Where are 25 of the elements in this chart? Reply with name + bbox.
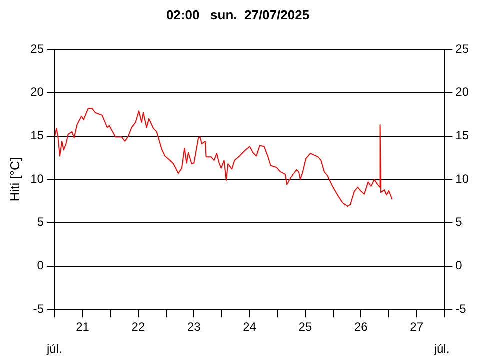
y2-tick-label: 5 xyxy=(456,215,463,230)
y-tick-label: -5 xyxy=(33,302,44,316)
y-tick-label: 25 xyxy=(30,42,44,56)
x-tick-label: 26 xyxy=(354,320,368,334)
y-tick-label: 10 xyxy=(30,172,44,186)
y-tick-label: 0 xyxy=(37,258,44,273)
x-tick-label: 23 xyxy=(187,320,202,334)
y-tick-label: 20 xyxy=(30,85,44,100)
x-tick-label: 21 xyxy=(76,320,90,334)
x-tick-label: 22 xyxy=(132,320,146,334)
y-axis-title: Hiti [°C] xyxy=(7,158,22,202)
y-tick-label: 15 xyxy=(30,128,44,143)
x-tick-label: 24 xyxy=(243,320,257,334)
y2-tick-label: 10 xyxy=(456,172,470,186)
text: júl. xyxy=(433,342,450,356)
x-tick-label: 25 xyxy=(298,320,312,334)
chart-title: 02:00 sun. 27/07/2025 xyxy=(166,7,310,22)
y2-tick-label: 15 xyxy=(456,128,470,143)
y2-tick-label: 0 xyxy=(456,258,463,273)
y2-tick-label: -5 xyxy=(456,302,467,316)
y2-tick-label: 20 xyxy=(456,85,470,100)
text: júl. xyxy=(46,342,62,356)
y-tick-label: 5 xyxy=(37,215,44,230)
x-tick-label: 27 xyxy=(410,320,424,334)
y2-tick-label: 25 xyxy=(456,42,470,56)
